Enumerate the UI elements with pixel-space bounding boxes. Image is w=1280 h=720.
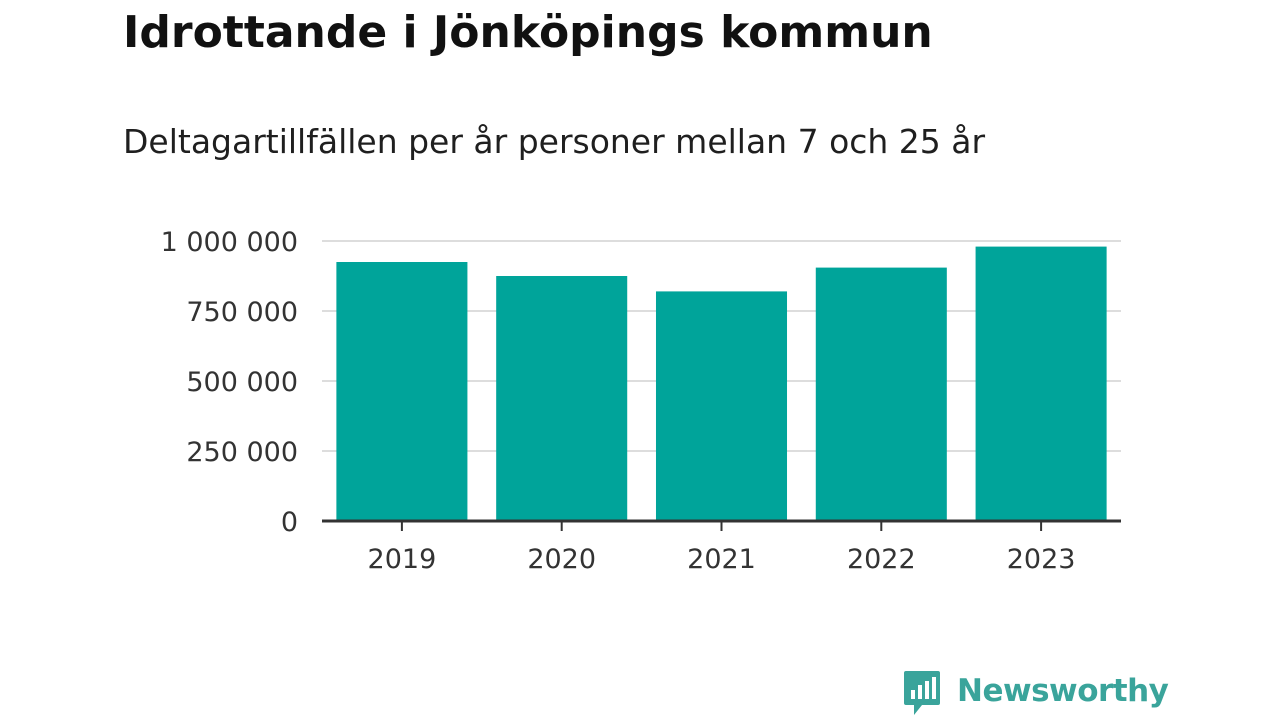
chart-title: Idrottande i Jönköpings kommun (123, 7, 933, 58)
x-tick-label: 2022 (847, 544, 916, 575)
bar-2022 (815, 267, 947, 521)
bars (336, 246, 1107, 521)
y-axis-tick-labels: 0 250 000 500 000 750 000 1 000 000 (161, 227, 298, 538)
x-tick-label: 2023 (1007, 544, 1076, 575)
chart-subtitle: Deltagartillfällen per år personer mella… (123, 122, 986, 161)
x-axis-tick-labels: 2019 2020 2021 2022 2023 (368, 544, 1076, 575)
x-tick-label: 2021 (687, 544, 756, 575)
newsworthy-logo-text: Newsworthy (957, 673, 1169, 709)
y-tick-label: 0 (281, 507, 298, 538)
y-tick-label: 750 000 (186, 297, 298, 328)
x-tick-label: 2019 (368, 544, 437, 575)
bar-2023 (975, 246, 1107, 521)
x-tick-label: 2020 (527, 544, 596, 575)
newsworthy-logo: Newsworthy (902, 668, 1169, 718)
newsworthy-logo-icon (904, 671, 940, 715)
x-axis-ticks (400, 521, 1043, 531)
y-tick-label: 1 000 000 (161, 227, 298, 258)
bar-2019 (336, 262, 468, 521)
y-tick-label: 500 000 (186, 367, 298, 398)
bar-2020 (496, 276, 628, 521)
bar-2021 (655, 291, 788, 521)
y-tick-label: 250 000 (186, 437, 298, 468)
